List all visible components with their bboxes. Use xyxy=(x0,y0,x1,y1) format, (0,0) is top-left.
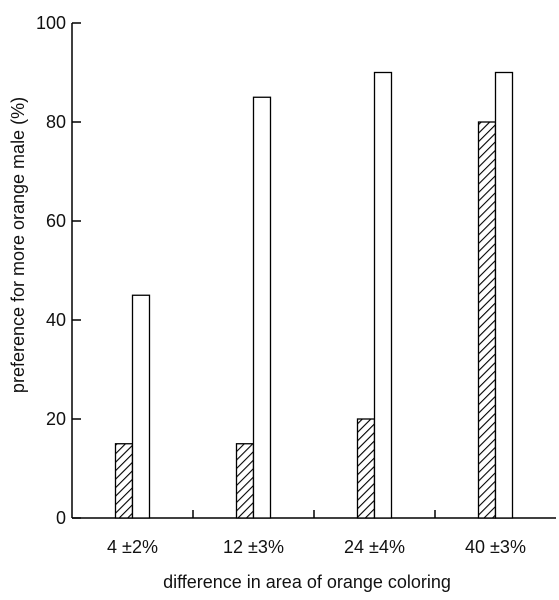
bar-open xyxy=(252,96,272,519)
x-category-label: 24 ±4% xyxy=(344,537,405,557)
y-axis-title: preference for more orange male (%) xyxy=(8,97,28,393)
y-tick-label: 0 xyxy=(56,508,66,528)
y-tick-label: 40 xyxy=(46,310,66,330)
bar-hatched xyxy=(235,443,255,519)
bar-hatched xyxy=(356,418,376,519)
labels: 0 20 40 60 80 100 4 ±2% 12 ±3% 24 ±4% 40 ±3% xyxy=(36,13,526,557)
y-tick-label: 80 xyxy=(46,112,66,132)
bars xyxy=(114,71,514,519)
y-tick-label: 60 xyxy=(46,211,66,231)
y-tick-label: 20 xyxy=(46,409,66,429)
y-tick-label: 100 xyxy=(36,13,66,33)
bar-open xyxy=(373,71,393,519)
x-category-label: 12 ±3% xyxy=(223,537,284,557)
x-axis-title: difference in area of orange coloring xyxy=(163,572,451,592)
bar-hatched xyxy=(114,443,134,519)
bar-open xyxy=(494,71,514,519)
x-category-label: 4 ±2% xyxy=(107,537,158,557)
bar-open xyxy=(131,294,151,519)
axes xyxy=(71,22,556,519)
bar-hatched xyxy=(477,121,497,519)
x-category-label: 40 ±3% xyxy=(465,537,526,557)
